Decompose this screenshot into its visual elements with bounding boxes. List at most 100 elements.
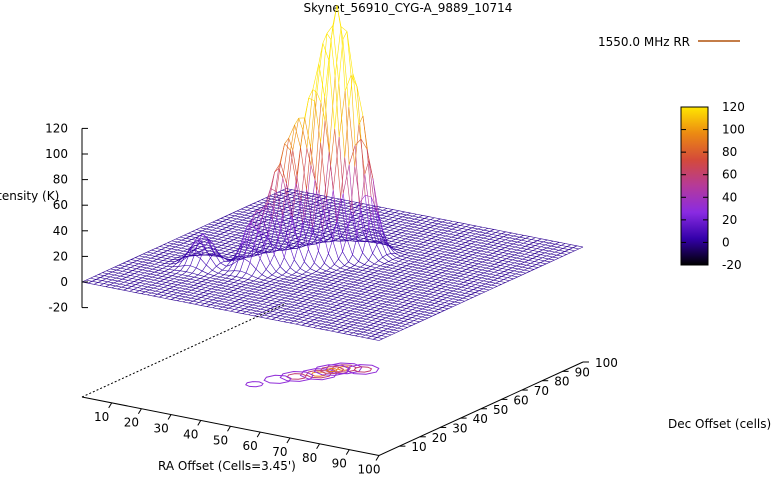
surface-segment: [384, 312, 389, 316]
surface-segment: [209, 250, 216, 253]
surface-segment: [313, 327, 320, 330]
surface-segment: [428, 222, 433, 225]
surface-segment: [260, 300, 267, 303]
surface-segment: [490, 264, 495, 267]
surface-segment: [393, 226, 399, 229]
surface-segment: [363, 271, 369, 274]
surface-segment: [345, 328, 352, 331]
surface-segment: [418, 216, 425, 219]
surface-segment: [275, 231, 283, 234]
surface-segment: [96, 279, 103, 281]
surface-segment: [491, 275, 496, 278]
surface-segment: [393, 278, 400, 281]
surface-segment: [259, 204, 266, 207]
surface-segment: [493, 237, 500, 239]
surface-segment: [432, 263, 437, 266]
surface-segment: [429, 268, 435, 271]
surface-segment: [100, 275, 105, 278]
surface-segment: [490, 257, 497, 260]
surface-segment: [378, 311, 383, 314]
surface-segment: [233, 260, 239, 271]
surface-segment: [397, 234, 404, 237]
surface-segment: [207, 245, 212, 249]
surface-segment: [262, 210, 270, 213]
surface-segment: [292, 299, 298, 303]
surface-segment: [286, 150, 291, 184]
surface-segment: [392, 294, 400, 297]
surface-segment: [235, 285, 242, 287]
surface-segment: [193, 292, 200, 295]
surface-segment: [106, 270, 113, 273]
surface-segment: [511, 240, 518, 243]
surface-segment: [140, 264, 145, 268]
surface-segment: [555, 243, 562, 246]
surface-segment: [212, 266, 217, 271]
surface-segment: [355, 327, 362, 330]
surface-segment: [154, 270, 159, 273]
surface-segment: [450, 260, 457, 263]
surface-segment: [416, 297, 422, 301]
surface-segment: [217, 289, 224, 292]
surface-segment: [348, 272, 355, 275]
surface-segment: [313, 317, 319, 320]
surface-segment: [252, 302, 257, 306]
surface-segment: [372, 216, 377, 220]
surface-segment: [415, 229, 422, 232]
surface-segment: [424, 301, 429, 305]
surface-segment: [392, 259, 399, 262]
surface-segment: [341, 330, 348, 332]
surface-segment: [351, 321, 358, 324]
surface-segment: [194, 241, 199, 255]
surface-segment: [240, 222, 245, 226]
surface-segment: [484, 254, 489, 258]
surface-segment: [392, 209, 399, 212]
surface-segment: [424, 216, 429, 219]
surface-segment: [304, 302, 309, 305]
surface-segment: [451, 277, 456, 281]
surface-segment: [376, 239, 381, 246]
surface-segment: [211, 286, 216, 290]
surface-segment: [109, 284, 116, 287]
surface-segment: [489, 237, 494, 240]
surface-segment: [305, 192, 310, 196]
surface-segment: [296, 220, 301, 223]
surface-segment: [342, 164, 350, 194]
surface-segment: [231, 242, 236, 245]
surface-segment: [390, 315, 397, 318]
surface-segment: [261, 292, 268, 295]
surface-segment: [295, 201, 300, 204]
surface-segment: [217, 281, 224, 284]
surface-segment: [411, 274, 418, 277]
surface-segment: [284, 311, 289, 315]
surface-segment: [283, 209, 290, 211]
surface-segment: [143, 286, 148, 290]
surface-segment: [334, 258, 339, 265]
surface-segment: [418, 223, 423, 226]
surface-segment: [408, 223, 413, 227]
surface-segment: [419, 234, 424, 237]
surface-segment: [577, 245, 584, 248]
surface-segment: [293, 277, 300, 280]
surface-segment: [338, 298, 344, 301]
surface-segment: [226, 261, 231, 267]
surface-segment: [121, 286, 128, 289]
surface-segment: [399, 280, 406, 282]
surface-segment: [288, 224, 293, 227]
surface-segment: [528, 252, 535, 254]
surface-segment: [150, 257, 157, 260]
surface-segment: [379, 271, 385, 275]
surface-segment: [334, 82, 340, 129]
surface-segment: [268, 251, 274, 253]
surface-segment: [112, 269, 117, 273]
surface-segment: [447, 228, 453, 232]
surface-segment: [373, 339, 380, 341]
surface-segment: [536, 254, 541, 257]
surface-segment: [352, 268, 357, 272]
surface-segment: [292, 307, 297, 311]
surface-segment: [470, 259, 477, 262]
surface-segment: [218, 308, 225, 311]
surface-segment: [205, 277, 211, 280]
surface-segment: [445, 268, 451, 272]
surface-segment: [359, 273, 365, 276]
surface-segment: [504, 255, 511, 258]
